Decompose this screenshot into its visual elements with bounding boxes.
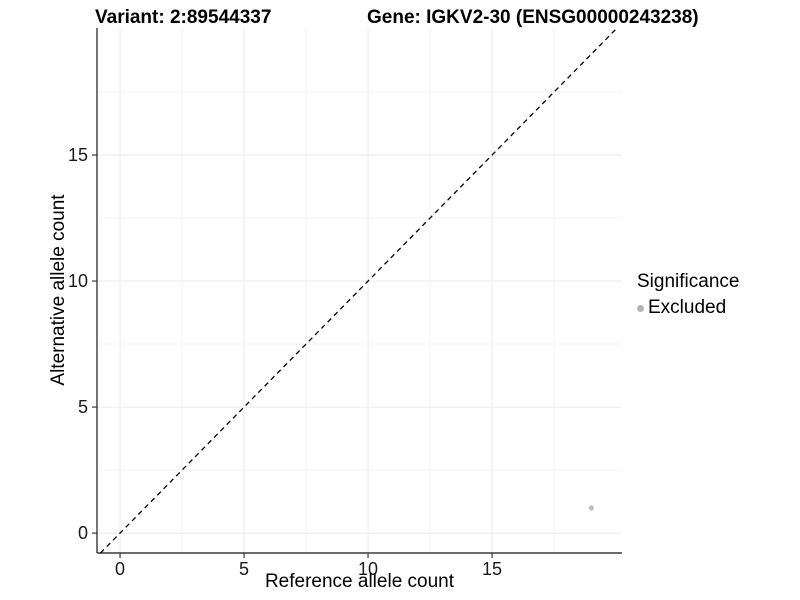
plot-title-gene: Gene: IGKV2-30 (ENSG00000243238) xyxy=(367,7,699,28)
data-point xyxy=(588,505,594,511)
plot-title-variant: Variant: 2:89544337 xyxy=(95,7,272,28)
x-tick-label: 15 xyxy=(482,559,502,579)
x-tick-label: 5 xyxy=(239,559,249,579)
legend-item-label: Excluded xyxy=(648,297,727,318)
legend-key-dot-icon xyxy=(637,304,644,312)
legend-item-excluded: Excluded xyxy=(637,297,739,319)
legend-title: Significance xyxy=(637,271,740,292)
x-tick-label: 0 xyxy=(115,559,125,579)
y-tick-label: 15 xyxy=(68,145,88,165)
y-tick-label: 10 xyxy=(68,271,88,291)
x-axis-title: Reference allele count xyxy=(264,571,455,592)
identity-line xyxy=(100,27,618,554)
legend: Significance Excluded xyxy=(637,271,739,319)
x-tick-label: 10 xyxy=(358,559,378,579)
y-tick-label: 0 xyxy=(78,523,88,543)
y-tick-label: 5 xyxy=(78,397,88,417)
